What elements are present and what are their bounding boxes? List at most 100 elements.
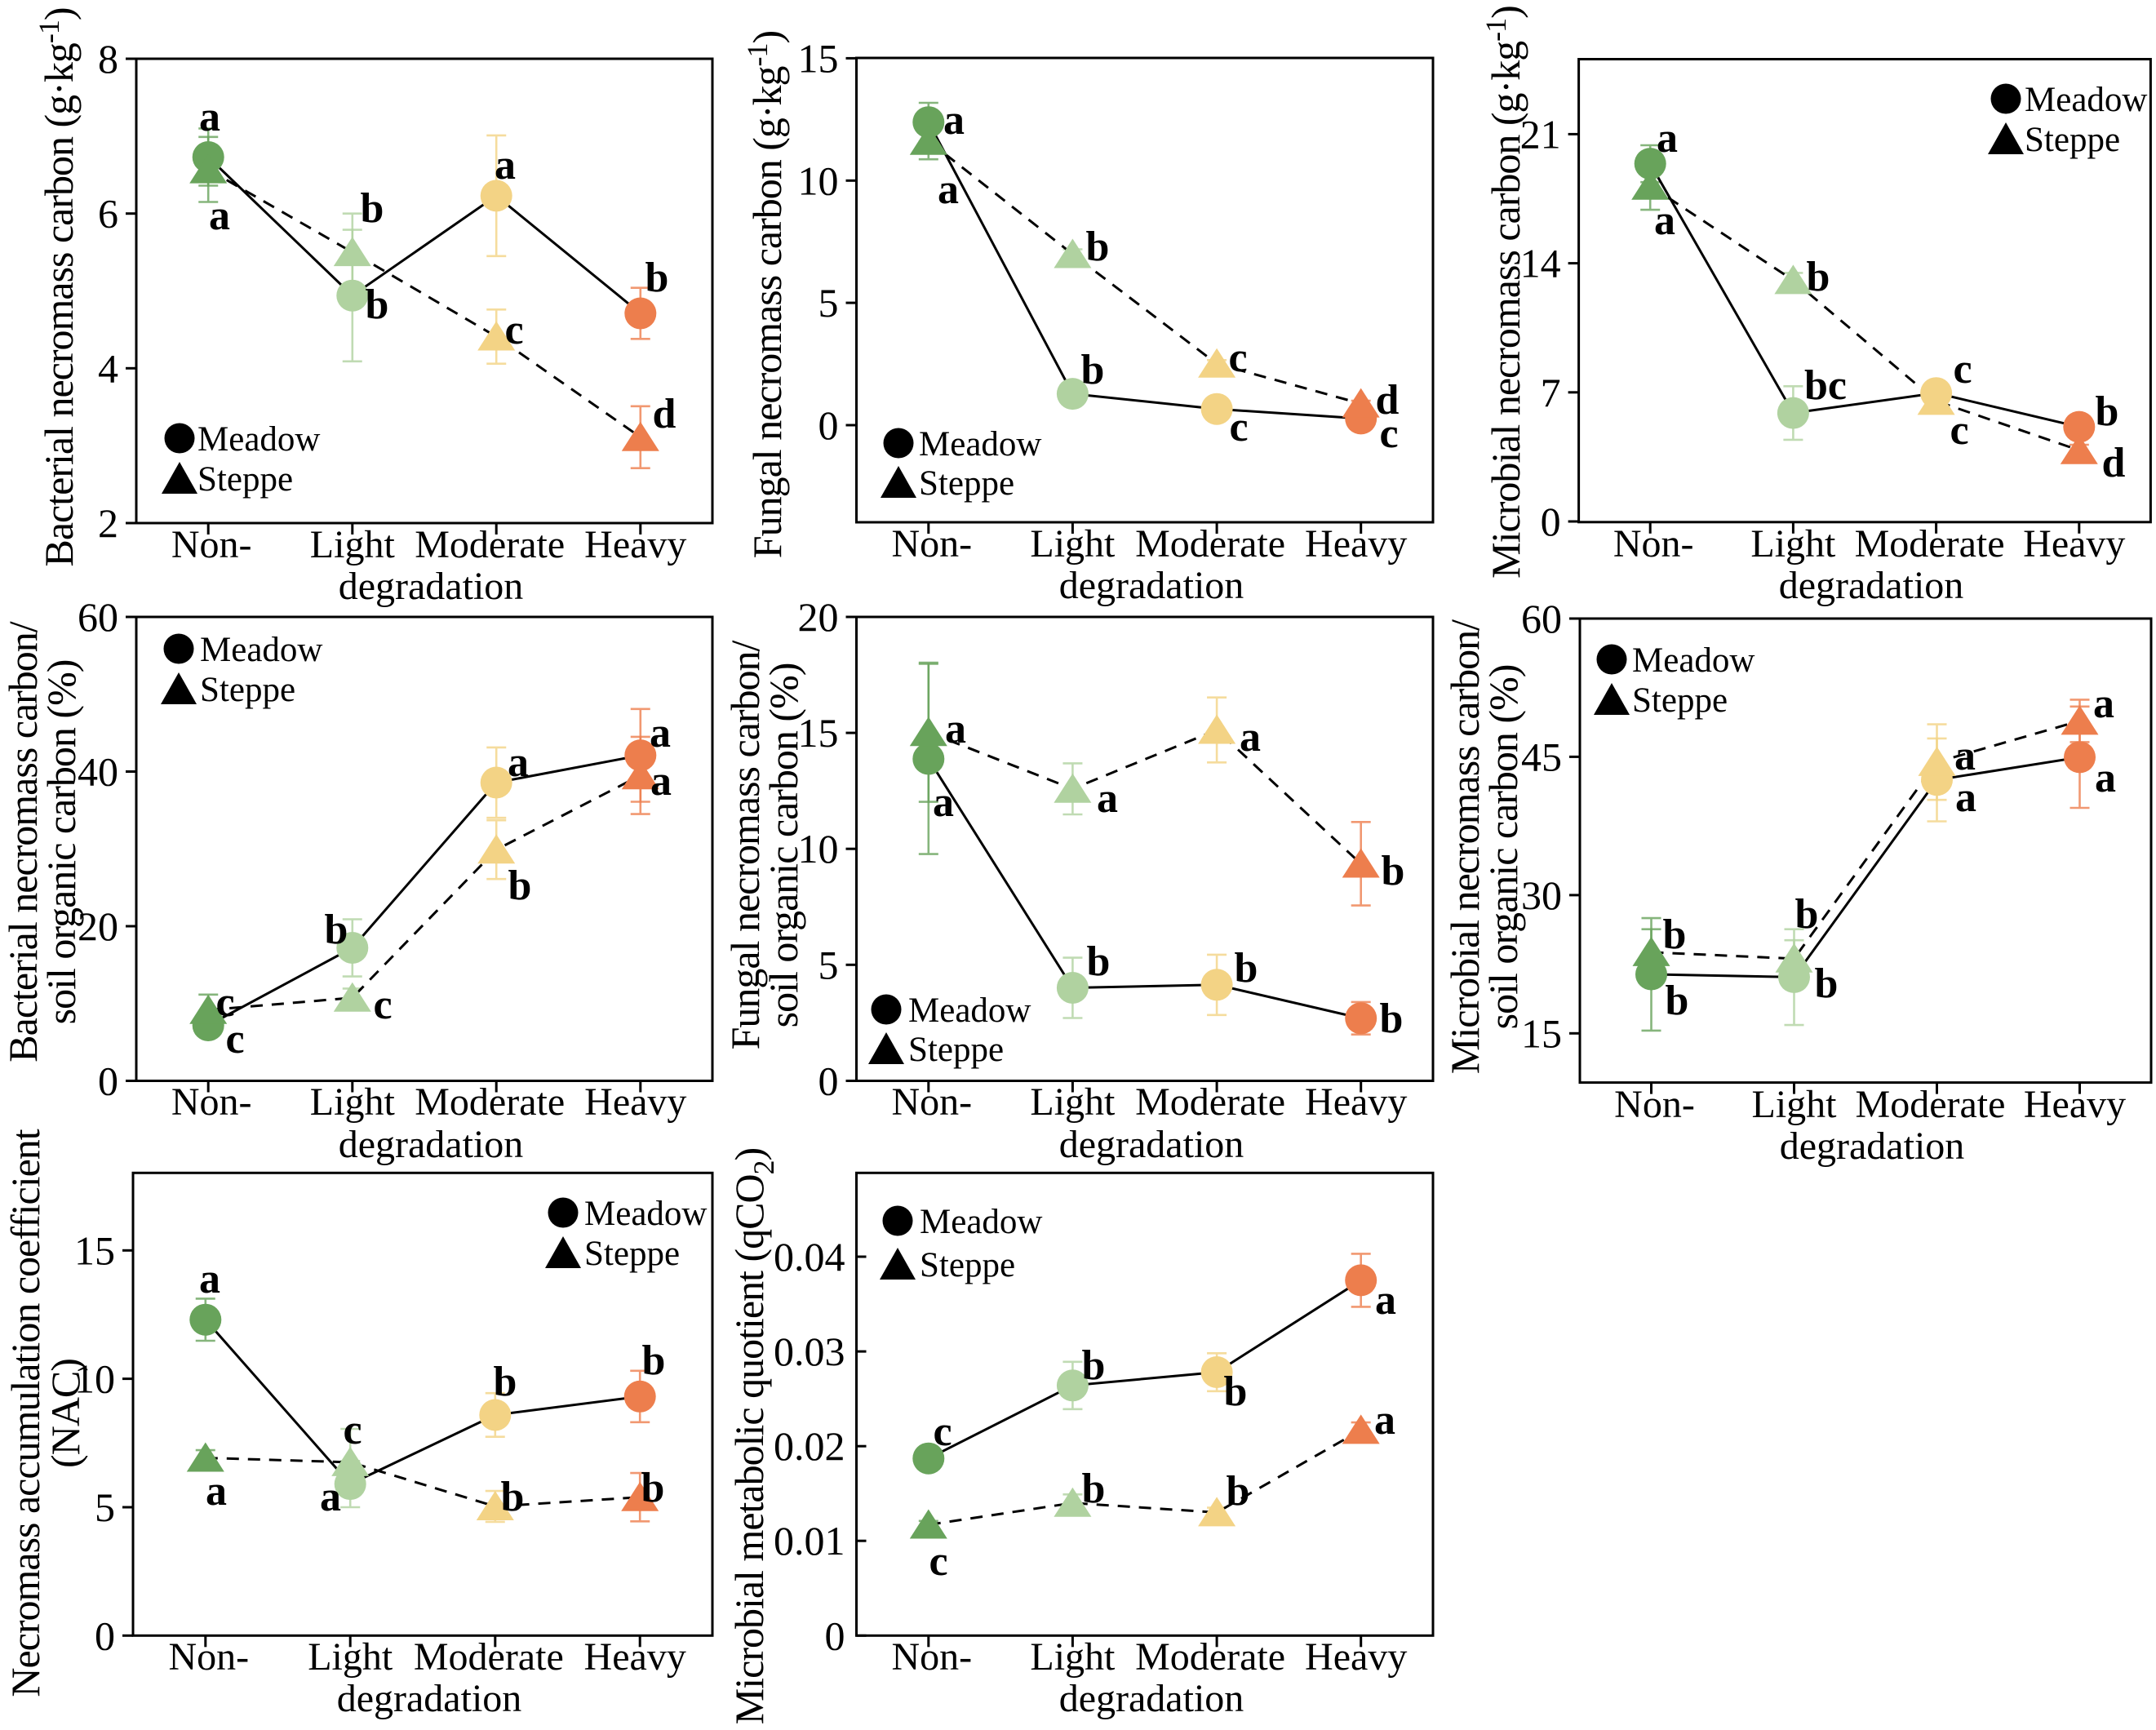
svg-text:0: 0 [95, 1612, 115, 1658]
svg-text:c: c [373, 982, 392, 1028]
svg-text:b: b [641, 1465, 665, 1511]
svg-text:Steppe: Steppe [908, 1031, 1004, 1069]
svg-text:Microbial metabolic quotient (: Microbial metabolic quotient (qCO2) [726, 1148, 780, 1724]
svg-text:a: a [1375, 1277, 1396, 1324]
svg-text:10: 10 [798, 157, 839, 203]
svg-text:Meadow: Meadow [919, 425, 1041, 464]
svg-text:0.04: 0.04 [774, 1234, 845, 1280]
svg-text:bc: bc [1804, 362, 1847, 409]
svg-text:b: b [1815, 960, 1839, 1007]
svg-text:c: c [504, 307, 523, 353]
svg-text:b: b [1081, 347, 1105, 393]
svg-text:15: 15 [74, 1227, 115, 1273]
svg-text:a: a [199, 1256, 220, 1302]
svg-text:Light: Light [310, 1080, 396, 1124]
svg-text:Steppe: Steppe [200, 671, 295, 709]
svg-text:5: 5 [818, 942, 839, 987]
svg-text:Heavy: Heavy [584, 1080, 686, 1124]
svg-text:a: a [209, 193, 230, 239]
svg-text:Heavy: Heavy [1305, 522, 1407, 566]
svg-text:c: c [933, 1408, 952, 1455]
svg-text:b: b [642, 1337, 666, 1384]
svg-text:0.03: 0.03 [774, 1329, 845, 1374]
svg-text:a: a [1374, 1397, 1395, 1444]
svg-text:degradation: degradation [339, 565, 524, 608]
svg-text:Moderate: Moderate [1135, 522, 1285, 566]
svg-text:degradation: degradation [339, 1123, 524, 1166]
svg-text:Non-: Non- [171, 523, 252, 566]
svg-text:a: a [508, 739, 529, 786]
svg-text:b: b [325, 907, 348, 953]
svg-text:a: a [1654, 197, 1675, 244]
svg-text:0: 0 [825, 1612, 845, 1658]
svg-text:Moderate: Moderate [1856, 1083, 2006, 1126]
svg-text:degradation: degradation [1779, 564, 1964, 607]
svg-text:b: b [2096, 388, 2119, 435]
svg-text:a: a [945, 706, 966, 752]
svg-text:Heavy: Heavy [1305, 1080, 1407, 1124]
svg-text:Microbial necromass carbon (g·: Microbial necromass carbon (g·kg-1) [1479, 6, 1528, 579]
svg-text:Meadow: Meadow [584, 1195, 707, 1233]
svg-text:b: b [1795, 891, 1819, 938]
svg-text:c: c [1228, 335, 1247, 381]
svg-text:Light: Light [308, 1635, 393, 1679]
svg-text:30: 30 [1521, 872, 1562, 918]
svg-text:a: a [933, 779, 954, 826]
svg-text:b: b [1663, 912, 1687, 958]
svg-text:15: 15 [798, 35, 839, 81]
svg-text:Meadow: Meadow [2025, 81, 2147, 119]
svg-text:20: 20 [798, 594, 839, 640]
svg-text:c: c [929, 1538, 947, 1585]
svg-text:Moderate: Moderate [1855, 522, 2005, 566]
svg-text:5: 5 [818, 280, 839, 326]
svg-text:0: 0 [818, 402, 839, 448]
svg-text:d: d [1376, 377, 1400, 424]
svg-text:soil organic carbon (%): soil organic carbon (%) [761, 663, 806, 1028]
svg-text:a: a [650, 758, 672, 805]
svg-text:Moderate: Moderate [415, 523, 565, 566]
svg-text:a: a [1240, 714, 1261, 761]
svg-text:Heavy: Heavy [2024, 1083, 2126, 1126]
svg-text:Non-: Non- [1613, 522, 1694, 566]
svg-text:0.01: 0.01 [774, 1518, 845, 1564]
svg-text:Meadow: Meadow [908, 991, 1031, 1030]
svg-text:a: a [495, 142, 516, 189]
svg-text:21: 21 [1520, 111, 1561, 157]
svg-text:Meadow: Meadow [1632, 641, 1755, 680]
svg-text:Fungal necromass carbon (g·kg-: Fungal necromass carbon (g·kg-1) [741, 31, 790, 558]
svg-text:degradation: degradation [337, 1677, 522, 1720]
svg-text:Necromass accumulation coeffic: Necromass accumulation coefficient [2, 1129, 48, 1697]
svg-text:20: 20 [78, 903, 118, 949]
svg-text:Non-: Non- [168, 1635, 249, 1679]
svg-text:c: c [1953, 346, 1972, 393]
svg-text:Light: Light [1750, 522, 1836, 566]
svg-text:c: c [225, 1016, 244, 1062]
svg-text:c: c [343, 1407, 362, 1453]
svg-text:Steppe: Steppe [2025, 121, 2120, 159]
svg-text:b: b [1380, 996, 1404, 1042]
svg-text:a: a [1657, 115, 1678, 162]
svg-text:b: b [1807, 254, 1830, 300]
svg-text:d: d [653, 391, 677, 437]
svg-text:Meadow: Meadow [197, 420, 320, 459]
svg-text:10: 10 [798, 826, 839, 872]
svg-text:soil organic carbon (%): soil organic carbon (%) [1480, 665, 1526, 1030]
svg-text:a: a [206, 1468, 227, 1515]
svg-text:a: a [2093, 681, 2114, 727]
svg-text:0: 0 [1541, 499, 1561, 544]
svg-text:Fungal necromass carbon/: Fungal necromass carbon/ [722, 640, 768, 1049]
svg-text:Meadow: Meadow [920, 1203, 1042, 1241]
svg-text:b: b [1086, 224, 1110, 270]
svg-text:8: 8 [98, 36, 118, 82]
svg-text:Moderate: Moderate [414, 1635, 564, 1679]
svg-text:Moderate: Moderate [415, 1080, 565, 1124]
svg-text:b: b [1224, 1368, 1248, 1415]
svg-text:degradation: degradation [1780, 1124, 1965, 1168]
svg-text:degradation: degradation [1059, 1123, 1244, 1166]
svg-text:14: 14 [1520, 241, 1561, 286]
svg-text:a: a [650, 710, 671, 756]
svg-text:0: 0 [98, 1058, 118, 1104]
svg-text:Microbial necromass carbon/: Microbial necromass carbon/ [1442, 619, 1488, 1074]
svg-text:a: a [320, 1474, 341, 1520]
svg-text:(NAC): (NAC) [42, 1359, 88, 1468]
